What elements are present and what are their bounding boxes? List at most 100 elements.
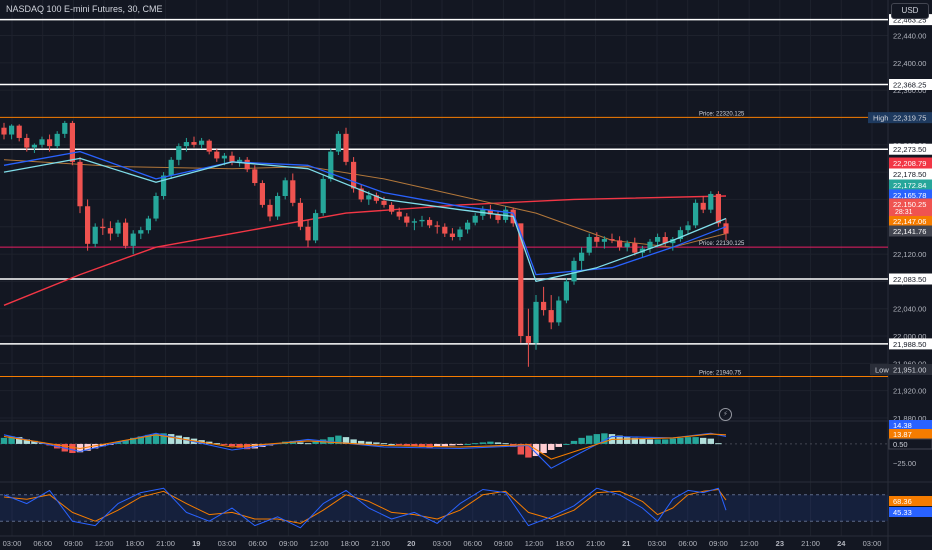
time-axis-label: 03:00 bbox=[3, 539, 22, 548]
macd-histogram-bar bbox=[578, 437, 585, 444]
macd-histogram-bar bbox=[654, 439, 661, 444]
candle-body bbox=[47, 139, 53, 147]
candle-body bbox=[594, 236, 600, 242]
macd-histogram-bar bbox=[593, 434, 600, 444]
candle-body bbox=[297, 202, 303, 227]
time-axis-label: 20 bbox=[407, 539, 415, 548]
stoch-d-line bbox=[3, 489, 727, 524]
candle-body bbox=[472, 215, 478, 223]
macd-histogram-bar bbox=[669, 438, 676, 444]
price-axis-label: 22,040.00 bbox=[893, 305, 926, 314]
time-axis-label: 09:00 bbox=[64, 539, 83, 548]
time-axis-label: 18:00 bbox=[340, 539, 359, 548]
lightning-icon[interactable]: ⚡ bbox=[719, 408, 732, 421]
macd-histogram-bar bbox=[388, 443, 395, 445]
candle-body bbox=[62, 122, 68, 134]
macd-histogram-bar bbox=[99, 443, 106, 447]
candle-body bbox=[404, 216, 410, 223]
currency-button[interactable]: USD bbox=[891, 3, 929, 19]
candle-body bbox=[244, 159, 250, 170]
candle-body bbox=[335, 133, 341, 152]
scale-value-tag-bg bbox=[889, 215, 932, 227]
macd-histogram-bar bbox=[639, 438, 646, 444]
macd-histogram-bar bbox=[373, 442, 380, 444]
scale-value-tag: 22,208.79 bbox=[893, 159, 926, 168]
macd-histogram-bar bbox=[548, 443, 555, 450]
candle-body bbox=[366, 195, 372, 200]
candle-body bbox=[617, 240, 623, 248]
candle-body bbox=[662, 236, 668, 244]
candle-body bbox=[449, 233, 455, 237]
price-axis-label: 21,880.00 bbox=[893, 414, 926, 423]
time-axis-label: 12:00 bbox=[525, 539, 544, 548]
candle-body bbox=[434, 225, 440, 227]
level-price-tag-bg bbox=[889, 273, 932, 285]
scale-value-tag-bg bbox=[889, 179, 932, 191]
candle-body bbox=[381, 200, 387, 205]
candle-body bbox=[442, 226, 448, 234]
macd-histogram-bar bbox=[434, 443, 441, 447]
scale-value-tag-bg bbox=[889, 198, 932, 210]
macd-value-tag-bg bbox=[888, 438, 932, 450]
scale-value-tag-bg bbox=[889, 225, 932, 237]
low-price-tag: 21,951.00 bbox=[893, 366, 926, 375]
ema-blue-line bbox=[3, 150, 727, 276]
macd-histogram-bar bbox=[555, 443, 562, 447]
macd-histogram-bar bbox=[380, 443, 388, 445]
candle-body bbox=[229, 155, 235, 163]
macd-value-tag-bg bbox=[889, 420, 932, 430]
time-axis-label: 12:00 bbox=[310, 539, 329, 548]
macd-histogram-bar bbox=[221, 443, 228, 445]
candle-body bbox=[85, 206, 91, 244]
time-axis-label: 18:00 bbox=[555, 539, 574, 548]
candle-body bbox=[115, 222, 121, 234]
price-line-label: Price: 22320.125 bbox=[699, 111, 745, 117]
time-axis-label: 21:00 bbox=[586, 539, 605, 548]
high-tag: High bbox=[873, 114, 888, 123]
candle-body bbox=[206, 140, 212, 152]
time-axis-label: 06:00 bbox=[33, 539, 52, 548]
high-price-tag-bg bbox=[889, 112, 932, 124]
candle-body bbox=[358, 188, 364, 200]
macd-histogram-bar bbox=[122, 440, 129, 444]
candle-body bbox=[214, 151, 220, 159]
time-axis-label: 21:00 bbox=[801, 539, 820, 548]
candle-body bbox=[533, 301, 539, 343]
candle-body bbox=[9, 125, 15, 135]
candle-body bbox=[586, 236, 592, 253]
macd-histogram-bar bbox=[327, 437, 334, 444]
macd-histogram-bar bbox=[616, 435, 623, 444]
macd-histogram-bar bbox=[525, 443, 532, 458]
price-line-label: Price: 21940.75 bbox=[699, 371, 742, 377]
candle-body bbox=[647, 241, 653, 249]
stoch-k-line bbox=[3, 487, 727, 529]
macd-histogram-bar bbox=[23, 439, 30, 444]
candle-body bbox=[313, 213, 319, 241]
time-axis-label: 06:00 bbox=[678, 539, 697, 548]
macd-axis-label: −25.00 bbox=[893, 459, 916, 468]
macd-histogram-bar bbox=[692, 437, 699, 444]
time-axis-label: 03:00 bbox=[648, 539, 667, 548]
candle-body bbox=[237, 159, 243, 163]
macd-histogram-bar bbox=[601, 433, 608, 444]
candle-body bbox=[107, 228, 113, 234]
high-price-tag: 22,319.75 bbox=[893, 114, 926, 123]
candle-body bbox=[601, 239, 607, 242]
macd-histogram-bar bbox=[700, 437, 707, 444]
candle-body bbox=[100, 226, 106, 229]
macd-histogram-bar bbox=[228, 443, 236, 447]
candle-body bbox=[457, 229, 463, 237]
candle-body bbox=[199, 140, 205, 145]
macd-histogram-bar bbox=[0, 437, 8, 444]
macd-histogram-bar bbox=[358, 440, 365, 444]
macd-histogram-bar bbox=[304, 443, 312, 445]
candle-body bbox=[677, 230, 683, 240]
time-axis-label: 09:00 bbox=[709, 539, 728, 548]
macd-histogram-bar bbox=[244, 443, 251, 450]
candle-body bbox=[351, 161, 357, 189]
macd-histogram-bar bbox=[464, 443, 471, 445]
ema-cyan-line bbox=[3, 157, 727, 283]
level-price-tag: 22,083.50 bbox=[893, 275, 926, 284]
candle-body bbox=[624, 243, 630, 248]
